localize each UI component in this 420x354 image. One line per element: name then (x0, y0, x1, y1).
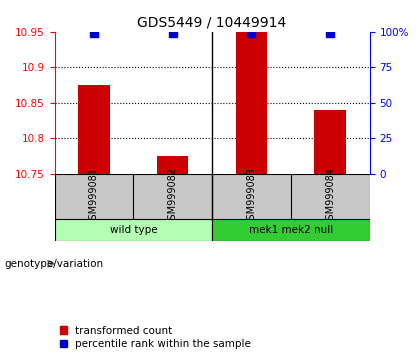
Point (169, 30, 176, 36)
FancyBboxPatch shape (55, 219, 212, 241)
Bar (236, 32, 267, 174)
Text: mek1 mek2 null: mek1 mek2 null (249, 225, 333, 235)
Point (327, 30, 333, 36)
Text: wild type: wild type (110, 225, 157, 235)
Point (248, 30, 255, 36)
Text: GSM999081: GSM999081 (89, 167, 99, 226)
FancyBboxPatch shape (212, 219, 370, 241)
Text: GSM999084: GSM999084 (325, 167, 335, 226)
Point (91, 30, 97, 36)
Legend: transformed count, percentile rank within the sample: transformed count, percentile rank withi… (60, 326, 251, 349)
Bar (157, 156, 189, 174)
Title: GDS5449 / 10449914: GDS5449 / 10449914 (137, 15, 287, 29)
Text: GSM999082: GSM999082 (168, 167, 178, 226)
Bar (78, 85, 110, 174)
Bar (315, 110, 346, 174)
Text: GSM999083: GSM999083 (247, 167, 257, 226)
Text: genotype/variation: genotype/variation (4, 259, 103, 269)
